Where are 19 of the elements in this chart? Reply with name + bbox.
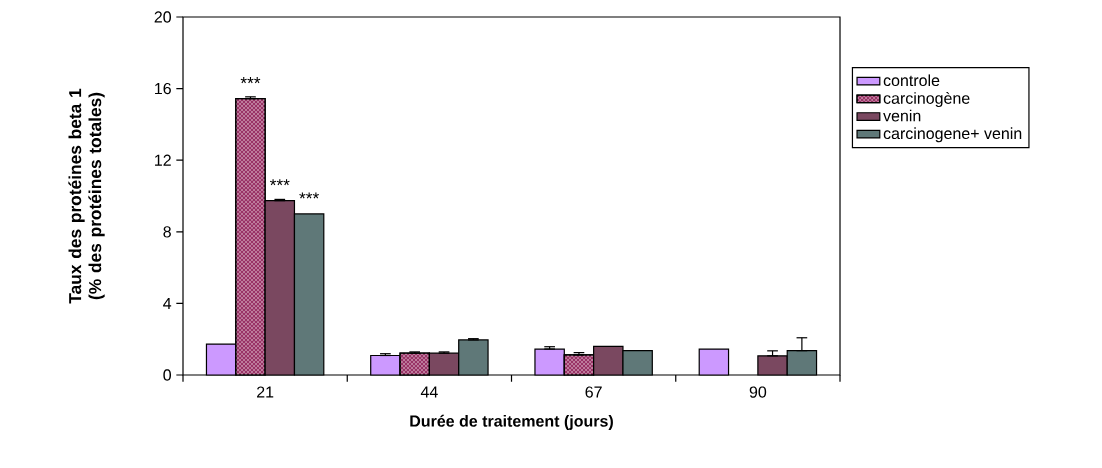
annotation: *** <box>269 179 290 186</box>
annotation: *** <box>240 77 261 84</box>
y-tick-label: 20 <box>154 11 172 23</box>
y-tick-label: 4 <box>163 297 172 309</box>
legend-label: carcinogene+ venin <box>883 127 1022 143</box>
y-axis-title: Taux des protéines beta 1 (% des protéines totales) <box>68 88 105 304</box>
y-tick-label: 16 <box>155 82 171 95</box>
y-tick-label: 0 <box>163 369 172 381</box>
y-tick-label: 12 <box>155 154 171 166</box>
x-tick-label: 67 <box>585 386 602 398</box>
x-tick-label: 21 <box>257 386 274 398</box>
legend-label: carcinogène <box>883 91 970 108</box>
legend-label: venin <box>883 109 921 122</box>
y-tick-label: 8 <box>163 226 171 238</box>
x-tick-label: 90 <box>749 386 767 398</box>
x-tick-label: 44 <box>420 386 438 398</box>
legend-label: controle <box>883 74 940 87</box>
x-axis-title: Durée de traitement (jours) <box>410 414 613 430</box>
annotation: *** <box>299 192 319 199</box>
